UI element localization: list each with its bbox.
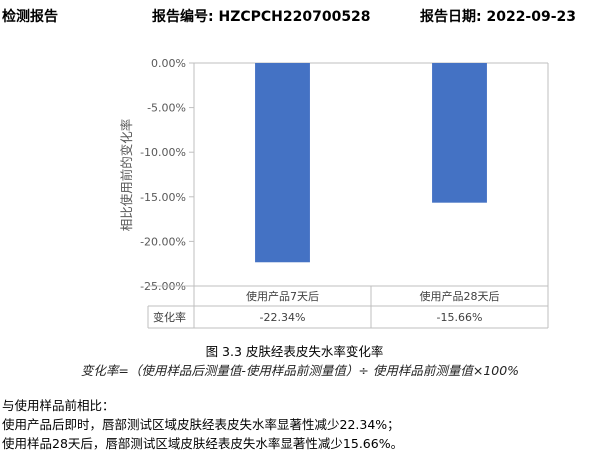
summary-line-1: 使用产品后即时，唇部测试区域皮肤经表皮失水率显著性减少22.34%； — [2, 417, 400, 432]
figure-caption: 图 3.3 皮肤经表皮失水率变化率 — [205, 344, 384, 359]
y-tick-label: 0.00% — [151, 57, 186, 70]
data-label: -15.66% — [437, 311, 483, 324]
report-date: 报告日期: 2022-09-23 — [420, 9, 577, 25]
report-number: 报告编号: HZCPCH220700528 — [152, 9, 371, 25]
y-tick-label: -20.00% — [140, 235, 186, 248]
formula-note: 变化率=（使用样品后测量值-使用样品前测量值）÷ 使用样品前测量值×100% — [80, 363, 520, 378]
summary-line-2: 使用样品28天后，唇部测试区域皮肤经表皮失水率显著性减少15.66%。 — [2, 436, 404, 451]
report-title: 检测报告 — [2, 9, 58, 25]
x-category-label: 使用产品7天后 — [246, 289, 319, 303]
y-axis-label: 相比使用前的变化率 — [119, 119, 134, 232]
series-name-label: 变化率 — [153, 310, 186, 324]
bar-chart: 0.00%-5.00%-10.00%-15.00%-20.00%-25.00% … — [119, 57, 549, 329]
bar — [432, 63, 487, 203]
x-category-label: 使用产品28天后 — [420, 289, 500, 303]
y-tick-label: -15.00% — [140, 191, 186, 204]
summary-intro: 与使用样品前相比： — [2, 398, 115, 413]
y-tick-label: -5.00% — [147, 102, 186, 115]
y-tick-label: -10.00% — [140, 146, 186, 159]
data-label: -22.34% — [260, 311, 306, 324]
bar — [255, 63, 310, 263]
